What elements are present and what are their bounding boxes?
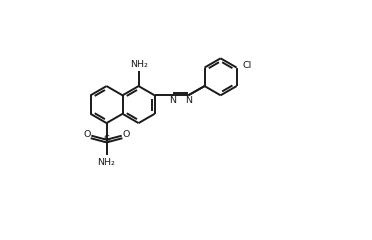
- Text: Cl: Cl: [243, 61, 252, 70]
- Text: O: O: [83, 130, 91, 139]
- Text: N: N: [185, 96, 192, 105]
- Text: S: S: [103, 135, 110, 145]
- Text: NH₂: NH₂: [130, 60, 148, 69]
- Text: N: N: [170, 96, 177, 105]
- Text: O: O: [122, 130, 130, 139]
- Text: NH₂: NH₂: [97, 158, 115, 167]
